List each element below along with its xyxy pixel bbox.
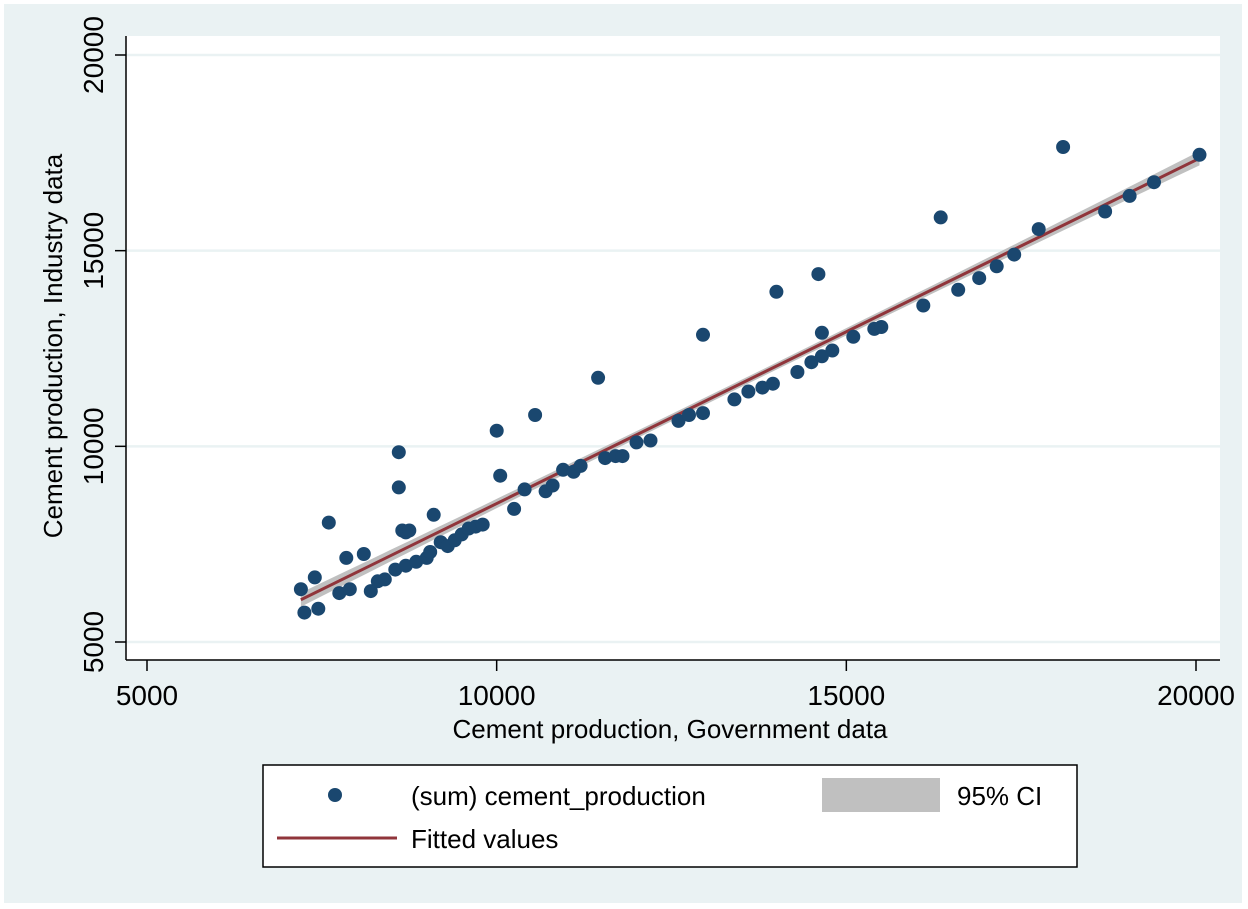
data-point-29	[475, 517, 490, 532]
data-point-45	[643, 433, 658, 448]
data-point-39	[573, 458, 588, 473]
data-point-63	[874, 320, 889, 334]
data-point-58	[814, 325, 829, 340]
data-point-49	[696, 406, 710, 421]
data-point-41	[598, 451, 613, 466]
y-axis-title: Cement production, Industry data	[38, 153, 68, 538]
fitted-line-layer	[300, 156, 1201, 602]
data-point-0	[293, 582, 308, 597]
data-point-30	[489, 423, 504, 438]
data-point-75	[1192, 147, 1207, 162]
gridlines	[126, 53, 1220, 644]
data-point-47	[682, 408, 696, 422]
data-point-1	[297, 605, 312, 620]
y-tick-label-2: 15000	[78, 212, 109, 290]
x-tick-label-1: 10000	[458, 680, 536, 711]
plot-region	[126, 36, 1220, 660]
data-point-5	[332, 586, 347, 601]
legend: (sum) cement_production 95% CI Fitted va…	[262, 764, 1078, 868]
x-tick-label-0: 5000	[116, 680, 178, 711]
data-point-51	[741, 384, 756, 399]
data-point-70	[1031, 222, 1046, 237]
data-point-40	[591, 370, 606, 385]
data-point-55	[790, 365, 805, 379]
y-tick-label-0: 5000	[78, 611, 109, 673]
data-point-33	[517, 482, 532, 497]
legend-box	[262, 764, 1078, 868]
data-point-34	[528, 408, 543, 422]
data-point-56	[804, 355, 819, 370]
data-point-57	[811, 267, 826, 282]
data-point-2	[307, 570, 322, 585]
data-point-11	[377, 572, 392, 587]
data-point-54	[769, 284, 784, 299]
data-point-68	[989, 259, 1004, 274]
data-point-66	[951, 282, 966, 297]
y-tick-label-1: 10000	[78, 407, 109, 485]
axes	[125, 36, 1220, 661]
chart-frame: 5000 10000 15000 20000 5000 10000 15000 20000 …	[4, 4, 1242, 903]
data-point-31	[493, 468, 508, 483]
data-point-3	[311, 601, 326, 616]
legend-marker-scatter	[328, 788, 342, 802]
data-point-67	[972, 271, 987, 286]
data-point-53	[765, 376, 780, 391]
data-point-21	[423, 545, 438, 559]
data-point-18	[402, 523, 417, 538]
x-ticks: 5000 10000 15000 20000	[116, 660, 1235, 711]
data-point-13	[391, 445, 406, 460]
legend-swatch-ci	[822, 778, 940, 812]
data-point-50	[727, 392, 742, 407]
data-point-43	[615, 449, 630, 464]
data-point-60	[825, 343, 840, 358]
data-point-59	[814, 349, 829, 364]
data-point-65	[933, 210, 948, 225]
data-point-48	[696, 327, 710, 342]
fitted-line	[300, 156, 1201, 602]
y-ticks: 5000 10000 15000 20000	[78, 16, 126, 673]
data-point-69	[1007, 247, 1022, 262]
data-point-9	[363, 584, 378, 599]
data-point-52	[755, 380, 770, 395]
data-point-32	[507, 501, 522, 516]
data-point-74	[1147, 175, 1161, 190]
legend-label-fitted: Fitted values	[411, 824, 558, 854]
legend-label-ci: 95% CI	[957, 781, 1042, 811]
data-point-7	[342, 582, 357, 597]
x-tick-label-2: 15000	[807, 680, 885, 711]
data-point-71	[1056, 140, 1071, 154]
data-point-64	[916, 298, 931, 313]
x-tick-label-3: 20000	[1157, 680, 1235, 711]
data-point-72	[1098, 204, 1113, 219]
x-axis-title: Cement production, Government data	[452, 714, 888, 744]
data-point-4	[321, 515, 336, 530]
data-point-36	[545, 478, 560, 493]
y-tick-label-3: 20000	[78, 16, 109, 94]
data-point-6	[339, 550, 354, 565]
data-point-22	[426, 507, 441, 522]
legend-label-scatter: (sum) cement_production	[411, 781, 706, 811]
scatter-points	[293, 140, 1207, 620]
data-point-73	[1122, 188, 1137, 203]
data-point-37	[556, 462, 571, 477]
data-point-19	[409, 554, 424, 569]
data-point-12	[388, 562, 403, 577]
data-point-44	[629, 435, 644, 450]
data-point-46	[671, 413, 686, 428]
scatter-chart: 5000 10000 15000 20000 5000100001500020000 …	[38, 16, 1235, 868]
data-point-61	[846, 329, 861, 344]
data-point-14	[391, 480, 406, 495]
data-point-8	[356, 547, 371, 561]
